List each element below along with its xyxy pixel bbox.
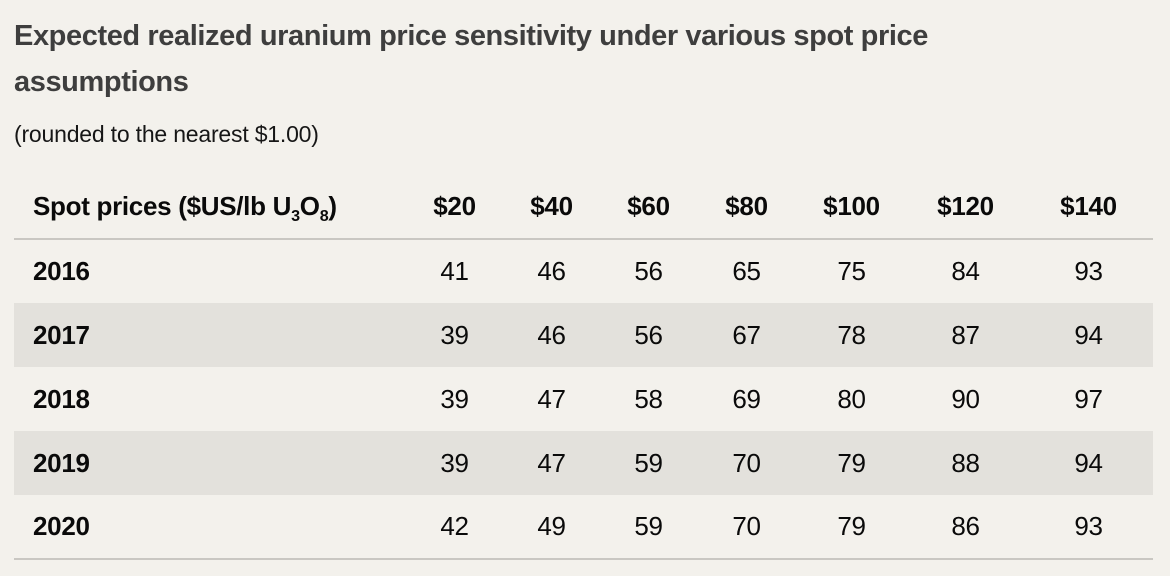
value-cell: 47 — [537, 447, 566, 478]
value-cell: 42 — [440, 511, 469, 541]
subscript-3: 3 — [291, 206, 300, 225]
value-cell: 56 — [634, 319, 663, 350]
col-header-20: $20 — [406, 174, 503, 240]
year-cell: 2018 — [33, 383, 90, 414]
value-cell: 79 — [837, 511, 866, 541]
value-cell: 49 — [537, 511, 566, 541]
value-cell: 59 — [634, 511, 663, 541]
value-cell: 97 — [1074, 383, 1103, 414]
value-cell: 58 — [634, 383, 663, 414]
table-row-2019: 2019 39 47 59 70 79 88 94 — [14, 431, 1153, 495]
col-header-140: $140 — [1024, 174, 1153, 240]
value-cell: 84 — [951, 256, 980, 286]
header-spot-prices-mid: O — [299, 190, 320, 221]
year-cell: 2016 — [33, 256, 90, 286]
value-cell: 87 — [951, 319, 980, 350]
value-cell: 70 — [732, 447, 761, 478]
col-header-40: $40 — [503, 174, 600, 240]
page-title: Expected realized uranium price sensitiv… — [14, 13, 1153, 105]
header-spot-prices: Spot prices ($US/lb U3O8) — [14, 174, 406, 240]
value-cell: 56 — [634, 256, 663, 286]
header-spot-prices-suffix: ) — [328, 190, 337, 221]
subscript-8: 8 — [319, 206, 329, 225]
table-row-2017: 2017 39 46 56 67 78 87 94 — [14, 303, 1153, 367]
page-title-line-2: assumptions — [14, 66, 189, 98]
value-cell: 69 — [732, 383, 761, 414]
value-cell: 86 — [951, 511, 980, 541]
value-cell: 80 — [837, 383, 866, 414]
value-cell: 39 — [440, 447, 469, 478]
year-cell: 2020 — [33, 511, 90, 541]
value-cell: 93 — [1074, 256, 1103, 286]
table-header-row: Spot prices ($US/lb U3O8) $20 $40 $60 $8… — [14, 174, 1153, 240]
col-header-100: $100 — [796, 174, 907, 240]
value-cell: 46 — [537, 319, 566, 350]
value-cell: 67 — [732, 319, 761, 350]
value-cell: 39 — [440, 383, 469, 414]
value-cell: 78 — [837, 319, 866, 350]
col-header-120: $120 — [907, 174, 1024, 240]
value-cell: 46 — [537, 256, 566, 286]
col-header-60: $60 — [600, 174, 697, 240]
value-cell: 39 — [440, 319, 469, 350]
value-cell: 90 — [951, 383, 980, 414]
value-cell: 79 — [837, 447, 866, 478]
subtitle: (rounded to the nearest $1.00) — [14, 121, 319, 147]
value-cell: 65 — [732, 256, 761, 286]
value-cell: 70 — [732, 511, 761, 541]
year-cell: 2017 — [33, 319, 90, 350]
year-cell: 2019 — [33, 447, 90, 478]
table-row-2016: 2016 41 46 56 65 75 84 93 — [14, 239, 1153, 303]
value-cell: 88 — [951, 447, 980, 478]
page-title-line-1: Expected realized uranium price sensitiv… — [14, 20, 928, 52]
price-sensitivity-table: Spot prices ($US/lb U3O8) $20 $40 $60 $8… — [14, 174, 1153, 560]
col-header-80: $80 — [697, 174, 796, 240]
value-cell: 75 — [837, 256, 866, 286]
value-cell: 47 — [537, 383, 566, 414]
table-row-2020: 2020 42 49 59 70 79 86 93 — [14, 495, 1153, 559]
value-cell: 94 — [1074, 447, 1103, 478]
value-cell: 41 — [440, 256, 469, 286]
table-row-2018: 2018 39 47 58 69 80 90 97 — [14, 367, 1153, 431]
value-cell: 59 — [634, 447, 663, 478]
header-spot-prices-prefix: Spot prices ($US/lb U — [33, 190, 292, 221]
value-cell: 94 — [1074, 319, 1103, 350]
value-cell: 93 — [1074, 511, 1103, 541]
